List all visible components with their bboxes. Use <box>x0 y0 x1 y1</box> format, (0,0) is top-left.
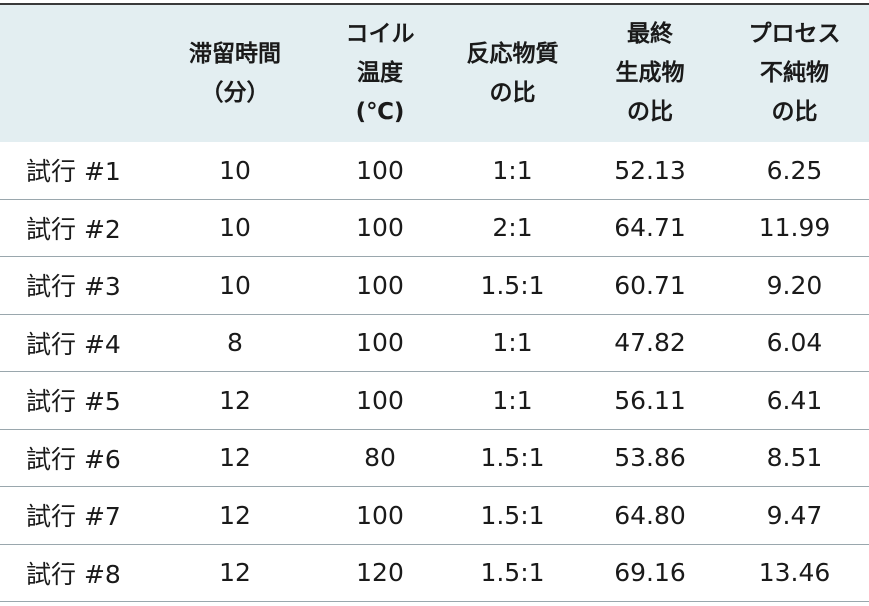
table-cell: 12 <box>155 486 315 545</box>
table-row: 試行 #8 12 120 1.5:1 69.16 13.46 <box>0 544 869 602</box>
table-body: 試行 #1 10 100 1:1 52.13 6.25 試行 #2 10 100 2:1 64.71… <box>0 142 869 602</box>
table-cell: 64.80 <box>580 486 720 545</box>
table-cell: 100 <box>315 371 445 430</box>
table-cell: 9.47 <box>720 486 869 545</box>
table-cell: 9.20 <box>720 256 869 315</box>
table-row: 試行 #1 10 100 1:1 52.13 6.25 <box>0 142 869 200</box>
table-cell: 120 <box>315 544 445 602</box>
table-cell: 1.5:1 <box>445 486 580 545</box>
table-cell: 1.5:1 <box>445 429 580 487</box>
page: 滞留時間 （分） コイル 温度 (℃) 反応物質 の比 最終 生成物 の比 プロセス 不… <box>0 3 869 606</box>
table-cell: 100 <box>315 256 445 315</box>
table-cell: 53.86 <box>580 429 720 487</box>
header-cell <box>0 4 155 142</box>
table-cell: 12 <box>155 371 315 430</box>
row-label: 試行 #6 <box>0 429 155 487</box>
table-row: 試行 #3 10 100 1.5:1 60.71 9.20 <box>0 256 869 315</box>
table-cell: 100 <box>315 314 445 372</box>
table-cell: 8.51 <box>720 429 869 487</box>
row-label: 試行 #7 <box>0 486 155 545</box>
table-header: 滞留時間 （分） コイル 温度 (℃) 反応物質 の比 最終 生成物 の比 プロセス 不… <box>0 4 869 142</box>
table-cell: 6.25 <box>720 142 869 200</box>
table-row: 試行 #5 12 100 1:1 56.11 6.41 <box>0 371 869 430</box>
table-cell: 1:1 <box>445 142 580 200</box>
table-cell: 69.16 <box>580 544 720 602</box>
table-cell: 64.71 <box>580 199 720 257</box>
table-cell: 6.41 <box>720 371 869 430</box>
table-cell: 11.99 <box>720 199 869 257</box>
table-cell: 10 <box>155 142 315 200</box>
table-cell: 60.71 <box>580 256 720 315</box>
row-label: 試行 #4 <box>0 314 155 372</box>
table-cell: 2:1 <box>445 199 580 257</box>
table-cell: 56.11 <box>580 371 720 430</box>
table-cell: 6.04 <box>720 314 869 372</box>
results-table: 滞留時間 （分） コイル 温度 (℃) 反応物質 の比 最終 生成物 の比 プロセス 不… <box>0 3 869 602</box>
row-label: 試行 #1 <box>0 142 155 200</box>
table-cell: 100 <box>315 486 445 545</box>
table-cell: 1.5:1 <box>445 256 580 315</box>
table-cell: 8 <box>155 314 315 372</box>
table-cell: 1.5:1 <box>445 544 580 602</box>
header-cell: 反応物質 の比 <box>445 4 580 142</box>
header-cell: プロセス 不純物 の比 <box>720 4 869 142</box>
row-label: 試行 #3 <box>0 256 155 315</box>
table-cell: 100 <box>315 199 445 257</box>
table-cell: 13.46 <box>720 544 869 602</box>
table-cell: 80 <box>315 429 445 487</box>
row-label: 試行 #2 <box>0 199 155 257</box>
table-cell: 100 <box>315 142 445 200</box>
table-row: 試行 #2 10 100 2:1 64.71 11.99 <box>0 199 869 257</box>
table-cell: 1:1 <box>445 314 580 372</box>
table-cell: 47.82 <box>580 314 720 372</box>
header-cell: 最終 生成物 の比 <box>580 4 720 142</box>
header-cell: 滞留時間 （分） <box>155 4 315 142</box>
table-row: 試行 #6 12 80 1.5:1 53.86 8.51 <box>0 429 869 487</box>
table-cell: 1:1 <box>445 371 580 430</box>
table-cell: 12 <box>155 429 315 487</box>
table-cell: 12 <box>155 544 315 602</box>
row-label: 試行 #5 <box>0 371 155 430</box>
header-row: 滞留時間 （分） コイル 温度 (℃) 反応物質 の比 最終 生成物 の比 プロセス 不… <box>0 4 869 142</box>
row-label: 試行 #8 <box>0 544 155 602</box>
table-row: 試行 #4 8 100 1:1 47.82 6.04 <box>0 314 869 372</box>
table-row: 試行 #7 12 100 1.5:1 64.80 9.47 <box>0 486 869 545</box>
table-cell: 52.13 <box>580 142 720 200</box>
header-cell: コイル 温度 (℃) <box>315 4 445 142</box>
table-cell: 10 <box>155 199 315 257</box>
table-cell: 10 <box>155 256 315 315</box>
